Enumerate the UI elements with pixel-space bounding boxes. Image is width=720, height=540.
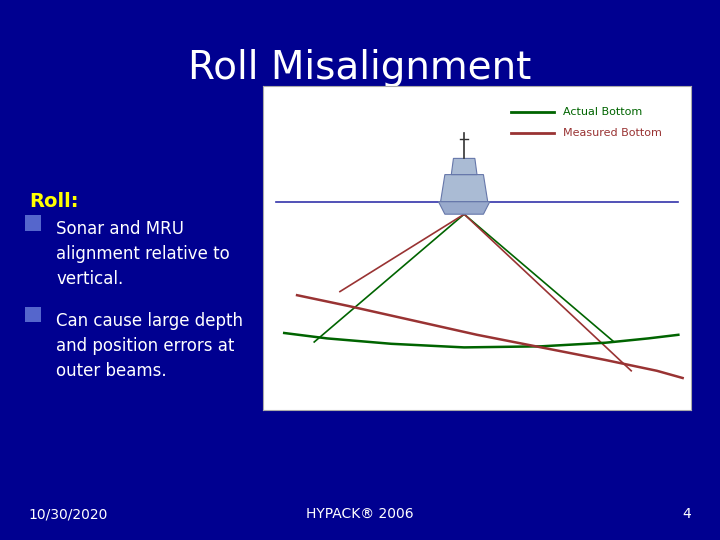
FancyBboxPatch shape	[25, 307, 41, 322]
Text: HYPACK® 2006: HYPACK® 2006	[306, 507, 414, 521]
Text: 4: 4	[683, 507, 691, 521]
Polygon shape	[451, 158, 477, 174]
Text: Measured Bottom: Measured Bottom	[563, 128, 662, 138]
FancyBboxPatch shape	[25, 215, 41, 231]
Text: Actual Bottom: Actual Bottom	[563, 106, 642, 117]
Text: Roll Misalignment: Roll Misalignment	[189, 49, 531, 86]
Polygon shape	[441, 174, 487, 201]
Text: Can cause large depth
and position errors at
outer beams.: Can cause large depth and position error…	[56, 312, 243, 380]
Text: 10/30/2020: 10/30/2020	[29, 507, 108, 521]
Polygon shape	[438, 201, 490, 214]
Text: Roll:: Roll:	[29, 192, 78, 211]
Text: Sonar and MRU
alignment relative to
vertical.: Sonar and MRU alignment relative to vert…	[56, 220, 230, 288]
